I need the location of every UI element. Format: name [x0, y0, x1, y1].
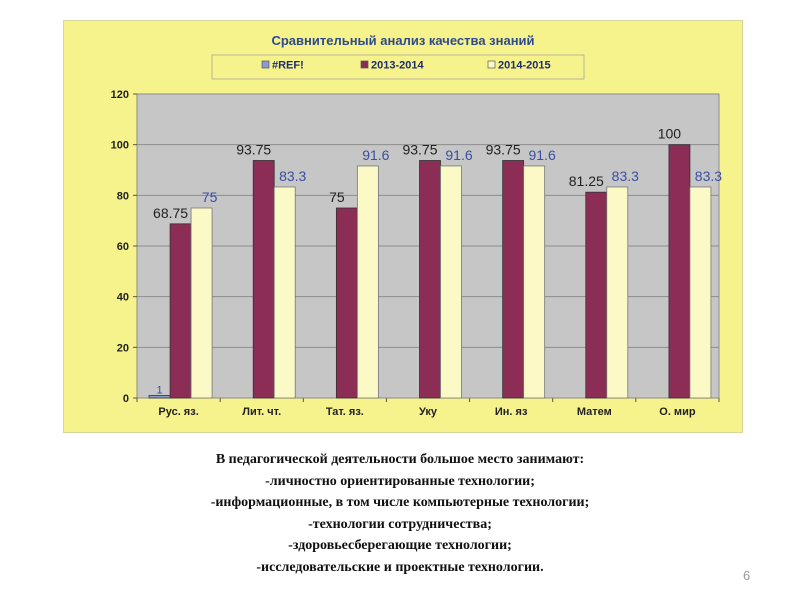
bar-1-0 [169, 223, 192, 399]
bar-1-3 [419, 160, 441, 399]
data-label-1-4: 93.75 [486, 142, 521, 158]
data-label-2-0: 75 [202, 189, 218, 205]
data-label-2-6: 83.3 [695, 168, 722, 184]
bar-2-4 [523, 165, 546, 399]
legend-label-0: #REF! [272, 60, 304, 72]
x-tick-label: Рус. яз. [158, 406, 198, 418]
y-tick-label: 80 [117, 190, 129, 202]
text-line-heading: В педагогической деятельности большое ме… [215, 452, 585, 467]
data-label-1-5: 81.25 [569, 173, 604, 189]
bar-2-5 [606, 186, 629, 399]
page-number: 6 [743, 568, 751, 583]
data-label-2-4: 91.6 [529, 147, 556, 163]
bar-1-6 [668, 144, 691, 399]
x-tick-label: О. мир [659, 406, 696, 418]
y-tick-label: 60 [117, 241, 129, 253]
bar-1-1 [252, 160, 275, 399]
x-tick-label: Ин. яз [495, 406, 528, 418]
text-line-5: -исследовательские и проектные технологи… [256, 559, 544, 575]
body-text: В педагогической деятельности большое ме… [140, 449, 660, 578]
chart-title: Сравнительный анализ качества знаний [271, 33, 534, 48]
data-label-1-2: 75 [329, 189, 345, 205]
bar-2-3 [440, 165, 462, 399]
bar-1-4 [502, 160, 525, 399]
text-line-1: -личностно ориентированные технологии; [265, 473, 535, 489]
bar-2-2 [356, 165, 379, 399]
legend-swatch-1 [360, 60, 369, 69]
text-line-4: -здоровьесберегающие технологии; [288, 538, 512, 553]
data-label-1-0: 68.75 [153, 205, 188, 221]
text-line-2: -информационные, в том числе компьютерны… [210, 495, 590, 510]
data-label-0-0: 1 [157, 384, 163, 396]
legend-swatch-0 [261, 60, 270, 69]
x-tick-label: Матем [577, 406, 612, 418]
x-tick-label: Лит. чт. [242, 406, 281, 418]
bar-1-5 [585, 191, 608, 399]
data-label-2-2: 91.6 [362, 147, 389, 163]
chart-frame: Сравнительный анализ качества знаний #REF… [63, 20, 743, 433]
bar-1-2 [335, 207, 358, 399]
data-label-1-6: 100 [658, 126, 682, 142]
x-tick-label: Уку [419, 406, 438, 418]
legend-box [211, 54, 585, 80]
data-label-2-3: 91.6 [445, 147, 472, 163]
bar-2-1 [273, 186, 296, 399]
data-label-1-1: 93.75 [236, 142, 271, 158]
data-label-2-1: 83.3 [279, 168, 306, 184]
bar-chart: Сравнительный анализ качества знаний #REF… [111, 33, 723, 418]
bar-2-0 [190, 207, 213, 399]
bar-2-6 [689, 186, 712, 399]
text-line-3: -технологии сотрудничества; [308, 516, 492, 532]
y-tick-label: 0 [123, 393, 129, 405]
legend-label-1: 2013-2014 [371, 60, 424, 72]
data-label-1-3: 93.75 [402, 142, 437, 158]
y-tick-label: 40 [117, 292, 129, 304]
y-tick-label: 120 [111, 89, 129, 101]
x-tick-label: Тат. яз. [326, 406, 364, 418]
y-tick-label: 20 [117, 342, 129, 354]
y-tick-label: 100 [111, 140, 129, 152]
legend-label-2: 2014-2015 [498, 60, 551, 72]
legend-swatch-2 [487, 60, 496, 69]
data-label-2-5: 83.3 [612, 168, 639, 184]
